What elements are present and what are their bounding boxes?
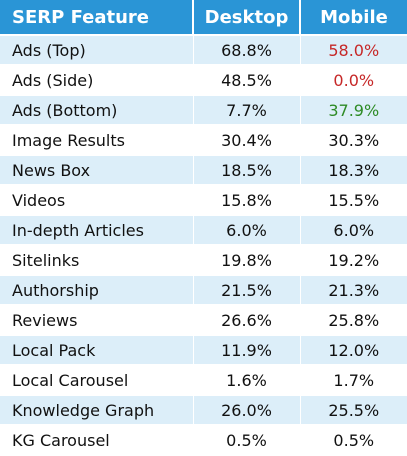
feature-name-cell: Ads (Side) (0, 65, 194, 96)
table-row: Ads (Bottom) 7.7% 37.9% (0, 95, 407, 126)
feature-name-cell: Ads (Bottom) (0, 95, 194, 126)
table-row: Ads (Side) 48.5% 0.0% (0, 65, 407, 96)
desktop-value-cell: 15.8% (193, 185, 301, 216)
feature-name-cell: Local Carousel (0, 365, 194, 396)
desktop-value-cell: 19.8% (193, 245, 301, 276)
desktop-value-cell: 48.5% (193, 65, 301, 96)
desktop-value-cell: 7.7% (193, 95, 301, 126)
mobile-value-cell: 21.3% (300, 275, 407, 306)
mobile-value-cell: 25.5% (300, 395, 407, 426)
mobile-value-cell: 15.5% (300, 185, 407, 216)
table-row: Ads (Top) 68.8% 58.0% (0, 35, 407, 66)
feature-name-cell: KG Carousel (0, 425, 194, 456)
feature-name-cell: Local Pack (0, 335, 194, 366)
feature-name-cell: Authorship (0, 275, 194, 306)
mobile-value-cell: 58.0% (300, 35, 407, 66)
mobile-value-cell: 37.9% (300, 95, 407, 126)
desktop-value-cell: 30.4% (193, 125, 301, 156)
table-body: Ads (Top) 68.8% 58.0% Ads (Side) 48.5% 0.0% Ad… (0, 35, 407, 456)
feature-name-cell: In-depth Articles (0, 215, 194, 246)
mobile-value-cell: 6.0% (300, 215, 407, 246)
feature-name-cell: Sitelinks (0, 245, 194, 276)
mobile-value-cell: 25.8% (300, 305, 407, 336)
desktop-value-cell: 1.6% (193, 365, 301, 396)
header-desktop: Desktop (193, 0, 301, 36)
mobile-value-cell: 12.0% (300, 335, 407, 366)
table-row: Image Results 30.4% 30.3% (0, 125, 407, 156)
table-row: Authorship 21.5% 21.3% (0, 275, 407, 306)
desktop-value-cell: 11.9% (193, 335, 301, 366)
table-row: Knowledge Graph 26.0% 25.5% (0, 395, 407, 426)
table-header: SERP Feature Desktop Mobile (0, 0, 407, 36)
feature-name-cell: Image Results (0, 125, 194, 156)
table-row: Sitelinks 19.8% 19.2% (0, 245, 407, 276)
mobile-value-cell: 1.7% (300, 365, 407, 396)
header-serp-feature: SERP Feature (0, 0, 194, 36)
desktop-value-cell: 26.6% (193, 305, 301, 336)
table-row: KG Carousel 0.5% 0.5% (0, 425, 407, 456)
header-row: SERP Feature Desktop Mobile (0, 0, 407, 36)
mobile-value-cell: 30.3% (300, 125, 407, 156)
table-row: Videos 15.8% 15.5% (0, 185, 407, 216)
desktop-value-cell: 18.5% (193, 155, 301, 186)
table-row: In-depth Articles 6.0% 6.0% (0, 215, 407, 246)
feature-name-cell: News Box (0, 155, 194, 186)
table-row: Local Pack 11.9% 12.0% (0, 335, 407, 366)
feature-name-cell: Videos (0, 185, 194, 216)
header-mobile: Mobile (300, 0, 407, 36)
desktop-value-cell: 68.8% (193, 35, 301, 66)
mobile-value-cell: 0.5% (300, 425, 407, 456)
desktop-value-cell: 21.5% (193, 275, 301, 306)
table-row: News Box 18.5% 18.3% (0, 155, 407, 186)
desktop-value-cell: 26.0% (193, 395, 301, 426)
feature-name-cell: Reviews (0, 305, 194, 336)
feature-name-cell: Ads (Top) (0, 35, 194, 66)
mobile-value-cell: 19.2% (300, 245, 407, 276)
feature-name-cell: Knowledge Graph (0, 395, 194, 426)
desktop-value-cell: 6.0% (193, 215, 301, 246)
mobile-value-cell: 18.3% (300, 155, 407, 186)
desktop-value-cell: 0.5% (193, 425, 301, 456)
table-row: Local Carousel 1.6% 1.7% (0, 365, 407, 396)
table-row: Reviews 26.6% 25.8% (0, 305, 407, 336)
mobile-value-cell: 0.0% (300, 65, 407, 96)
